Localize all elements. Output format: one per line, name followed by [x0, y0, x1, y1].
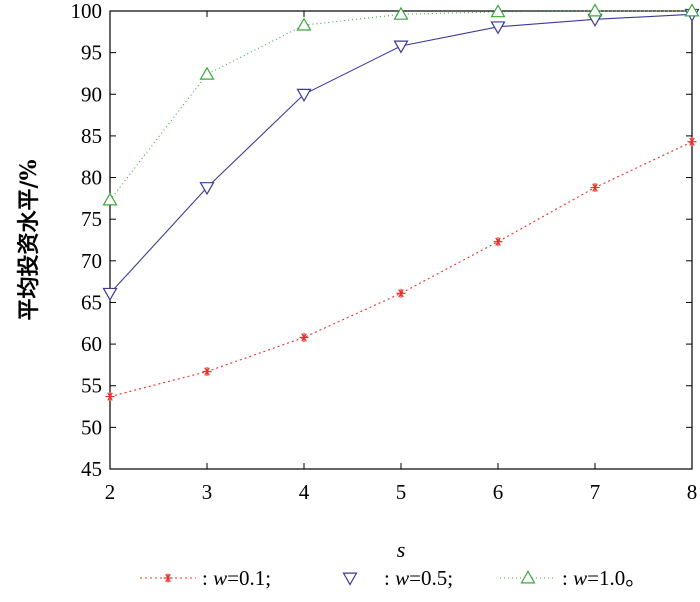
y-tick-label: 70	[81, 249, 102, 273]
y-tick-label: 45	[81, 457, 102, 481]
legend-marker	[163, 573, 173, 583]
data-point-w10	[199, 66, 215, 80]
x-tick-label: 2	[105, 480, 116, 504]
plot-frame	[109, 10, 693, 470]
data-point-w10	[296, 17, 312, 31]
x-axis-title: s	[397, 537, 406, 562]
y-tick-label: 75	[81, 207, 102, 231]
y-tick-label: 60	[81, 332, 102, 356]
legend: : w=0.1; : w=0.5; : w=1.0。	[140, 566, 646, 590]
data-point-w05	[393, 40, 409, 54]
series-layer	[102, 3, 700, 402]
series-line-w05	[109, 13, 693, 294]
data-point-w10	[393, 6, 409, 20]
y-tick-label: 50	[81, 415, 102, 439]
data-point-w01	[590, 183, 600, 193]
legend-item-w01: : w=0.1;	[140, 566, 271, 590]
y-tick-label: 90	[81, 82, 102, 106]
y-axis: 45 50 55 60 65 70 75 80 85 90 95 100	[71, 0, 692, 481]
x-tick-label: 3	[202, 480, 213, 504]
data-point-w10	[490, 4, 506, 18]
y-tick-label: 55	[81, 374, 102, 398]
y-tick-label: 65	[81, 290, 102, 314]
x-tick-label: 7	[590, 480, 601, 504]
legend-label: : w=0.1;	[202, 566, 271, 590]
series-w05	[102, 8, 700, 302]
series-line-w01	[109, 141, 693, 398]
data-point-w01	[202, 367, 212, 377]
legend-marker	[520, 570, 536, 584]
legend-label: : w=1.0。	[562, 566, 646, 590]
data-point-w05	[199, 182, 215, 196]
data-point-w01	[105, 392, 115, 402]
data-point-w01	[687, 137, 697, 147]
data-point-w10	[684, 3, 700, 17]
x-tick-label: 6	[493, 480, 504, 504]
y-axis-title: 平均投资水平/%	[16, 159, 42, 320]
data-point-w05	[102, 287, 118, 302]
data-point-w10	[587, 3, 603, 17]
data-point-w01	[299, 332, 309, 342]
series-w10	[102, 3, 700, 206]
y-tick-label: 85	[81, 124, 102, 148]
x-axis: 2 3 4 5 6 7 8	[105, 11, 698, 504]
y-tick-label: 80	[81, 166, 102, 190]
legend-item-w10: : w=1.0。	[500, 566, 646, 590]
series-w01	[105, 137, 697, 402]
y-tick-label: 100	[71, 0, 103, 23]
data-point-w05	[296, 88, 312, 102]
x-tick-label: 4	[299, 480, 310, 504]
y-tick-label: 95	[81, 41, 102, 65]
legend-label: : w=0.5;	[384, 566, 453, 590]
legend-marker	[342, 572, 358, 586]
data-point-w10	[102, 192, 118, 206]
x-tick-label: 5	[396, 480, 407, 504]
data-point-w01	[396, 288, 406, 298]
series-line-w10	[109, 10, 692, 201]
x-tick-label: 8	[687, 480, 698, 504]
data-point-w05	[490, 21, 506, 35]
data-point-w01	[493, 237, 503, 247]
legend-item-w05: : w=0.5;	[342, 566, 453, 590]
